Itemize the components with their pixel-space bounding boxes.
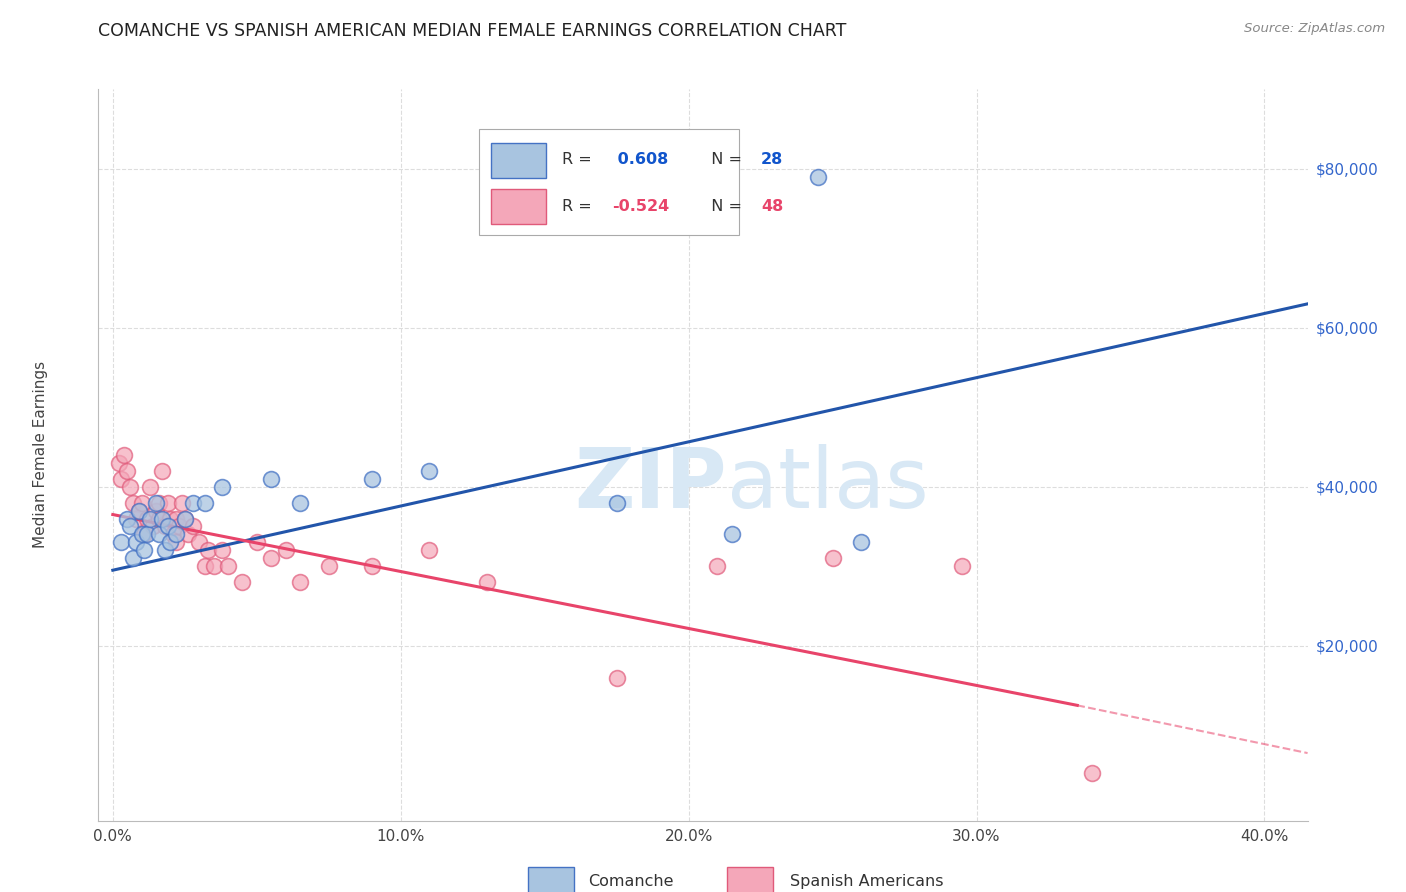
Text: COMANCHE VS SPANISH AMERICAN MEDIAN FEMALE EARNINGS CORRELATION CHART: COMANCHE VS SPANISH AMERICAN MEDIAN FEMA… xyxy=(98,22,846,40)
Text: Comanche: Comanche xyxy=(588,874,673,888)
Text: ZIP: ZIP xyxy=(575,443,727,524)
Point xyxy=(145,495,167,509)
Point xyxy=(115,511,138,525)
Text: 28: 28 xyxy=(761,152,783,167)
Point xyxy=(156,495,179,509)
Point xyxy=(475,575,498,590)
Text: N =: N = xyxy=(700,199,747,214)
Point xyxy=(167,519,190,533)
Point xyxy=(260,472,283,486)
Point xyxy=(115,464,138,478)
Point xyxy=(136,511,159,525)
Point xyxy=(122,495,145,509)
Point xyxy=(125,535,148,549)
Point xyxy=(950,559,973,574)
Point xyxy=(139,511,162,525)
Point xyxy=(148,527,170,541)
Point xyxy=(150,511,173,525)
Point xyxy=(162,527,184,541)
Point xyxy=(807,169,830,184)
FancyBboxPatch shape xyxy=(479,129,740,235)
Point xyxy=(606,495,628,509)
Text: Source: ZipAtlas.com: Source: ZipAtlas.com xyxy=(1244,22,1385,36)
Point xyxy=(246,535,269,549)
Point xyxy=(122,551,145,566)
Point xyxy=(165,535,187,549)
Point xyxy=(170,495,193,509)
Point xyxy=(821,551,844,566)
Point xyxy=(165,527,187,541)
Point xyxy=(318,559,340,574)
Point xyxy=(165,511,187,525)
FancyBboxPatch shape xyxy=(492,189,546,224)
Point xyxy=(361,472,384,486)
Text: 0.608: 0.608 xyxy=(613,152,669,167)
Point xyxy=(148,495,170,509)
Point xyxy=(131,495,153,509)
FancyBboxPatch shape xyxy=(727,867,773,892)
Point xyxy=(150,464,173,478)
Point xyxy=(153,543,176,558)
Point xyxy=(288,495,311,509)
Point xyxy=(125,511,148,525)
Point xyxy=(131,527,153,541)
Text: Median Female Earnings: Median Female Earnings xyxy=(32,361,48,549)
Point xyxy=(288,575,311,590)
Point xyxy=(231,575,253,590)
Point xyxy=(136,527,159,541)
Point xyxy=(260,551,283,566)
Text: atlas: atlas xyxy=(727,443,929,524)
Point xyxy=(148,511,170,525)
Text: N =: N = xyxy=(700,152,747,167)
Point xyxy=(418,543,440,558)
Text: Spanish Americans: Spanish Americans xyxy=(790,874,943,888)
Point xyxy=(120,480,142,494)
Text: 48: 48 xyxy=(761,199,783,214)
Point xyxy=(153,519,176,533)
Point xyxy=(183,495,205,509)
Point xyxy=(128,503,150,517)
Point xyxy=(176,527,198,541)
Point xyxy=(159,535,181,549)
Point xyxy=(274,543,297,558)
Point xyxy=(183,519,205,533)
Point xyxy=(606,671,628,685)
Point xyxy=(720,527,742,541)
Point xyxy=(217,559,239,574)
Point xyxy=(112,448,135,462)
Point xyxy=(134,527,156,541)
Point xyxy=(706,559,728,574)
Point xyxy=(159,511,181,525)
Point xyxy=(1080,766,1102,780)
Point xyxy=(202,559,225,574)
Point xyxy=(211,543,233,558)
Point xyxy=(145,503,167,517)
Point xyxy=(361,559,384,574)
Point xyxy=(134,543,156,558)
Point xyxy=(156,519,179,533)
Point xyxy=(110,535,132,549)
Point xyxy=(128,503,150,517)
Point xyxy=(110,472,132,486)
Point xyxy=(142,519,165,533)
Point xyxy=(194,495,217,509)
Point xyxy=(139,480,162,494)
Point xyxy=(107,456,129,470)
Point xyxy=(173,511,195,525)
FancyBboxPatch shape xyxy=(527,867,574,892)
Text: -0.524: -0.524 xyxy=(613,199,669,214)
Point xyxy=(211,480,233,494)
Point xyxy=(188,535,211,549)
Point xyxy=(120,519,142,533)
FancyBboxPatch shape xyxy=(492,144,546,178)
Point xyxy=(418,464,440,478)
Point xyxy=(197,543,219,558)
Point xyxy=(173,511,195,525)
Text: R =: R = xyxy=(561,199,596,214)
Point xyxy=(194,559,217,574)
Text: R =: R = xyxy=(561,152,596,167)
Point xyxy=(851,535,873,549)
